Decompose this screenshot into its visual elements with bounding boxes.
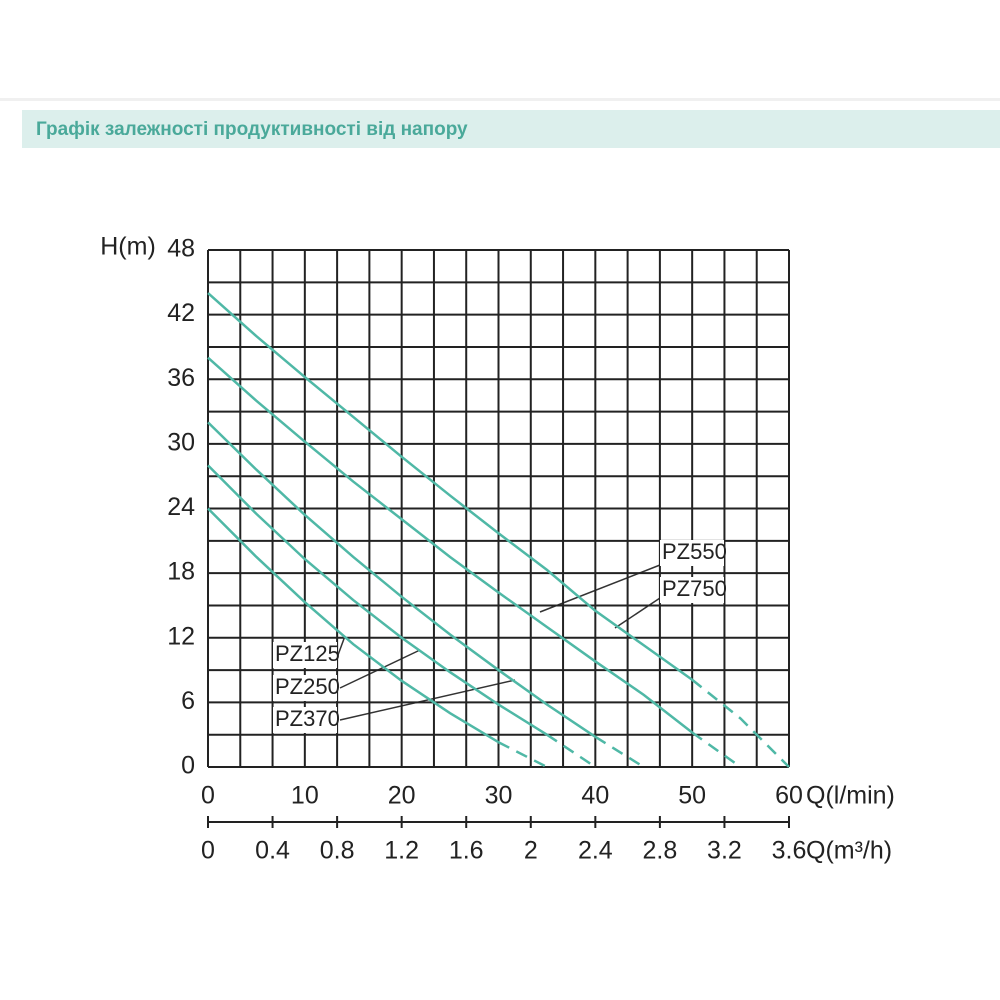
x2-tick-label: 0 xyxy=(201,837,215,865)
series-line-dashed xyxy=(691,678,790,768)
series-line-dashed xyxy=(497,741,548,769)
x-tick-label: 60 xyxy=(775,782,803,810)
x-tick-label: 10 xyxy=(291,782,319,810)
y-tick-label: 0 xyxy=(181,752,195,780)
series-line xyxy=(207,464,548,736)
series-line-dashed xyxy=(546,733,597,769)
x2-tick-label: 3.6 xyxy=(772,837,807,865)
series-label: PZ125 xyxy=(275,641,340,666)
top-rule xyxy=(0,98,1000,101)
y-tick-label: 30 xyxy=(167,428,195,456)
x-tick-label: 40 xyxy=(581,782,609,810)
x2-tick-label: 0.4 xyxy=(255,837,290,865)
series-line xyxy=(207,292,693,681)
y-tick-label: 24 xyxy=(167,493,195,521)
label-bg xyxy=(273,675,337,701)
x2-tick-label: 2.4 xyxy=(578,837,613,865)
y-tick-label: 42 xyxy=(167,299,195,327)
y-tick-label: 12 xyxy=(167,622,195,650)
y-axis-label: H(m) xyxy=(100,233,156,261)
series-line-dashed xyxy=(594,735,645,769)
series-label: PZ750 xyxy=(662,576,727,601)
y-tick-label: 36 xyxy=(167,364,195,392)
series-label: PZ550 xyxy=(662,539,727,564)
x-axis-label: Q(l/min) xyxy=(806,782,895,810)
x2-tick-label: 2.8 xyxy=(643,837,678,865)
x2-tick-label: 1.2 xyxy=(384,837,419,865)
series-line xyxy=(207,507,500,744)
series-line-dashed xyxy=(691,731,742,769)
x-tick-label: 20 xyxy=(388,782,416,810)
x-tick-label: 30 xyxy=(485,782,513,810)
x2-axis-label: Q(m³/h) xyxy=(806,837,892,865)
x2-tick-label: 2 xyxy=(524,837,538,865)
x2-tick-label: 0.8 xyxy=(320,837,355,865)
header-band xyxy=(22,110,1000,148)
series-line xyxy=(207,356,693,734)
y-tick-label: 48 xyxy=(167,235,195,263)
x2-tick-label: 3.2 xyxy=(707,837,742,865)
x-tick-label: 50 xyxy=(678,782,706,810)
label-bg xyxy=(273,642,337,668)
chart-title: Графік залежності продуктивності від нап… xyxy=(36,119,468,140)
series-label: PZ250 xyxy=(275,674,340,699)
label-bg xyxy=(660,540,724,566)
x-tick-label: 0 xyxy=(201,782,215,810)
label-bg xyxy=(660,577,724,603)
label-bg xyxy=(273,707,337,733)
series-line xyxy=(207,421,597,738)
x2-tick-label: 1.6 xyxy=(449,837,484,865)
y-tick-label: 18 xyxy=(167,558,195,586)
y-tick-label: 6 xyxy=(181,687,195,715)
series-label: PZ370 xyxy=(275,706,340,731)
